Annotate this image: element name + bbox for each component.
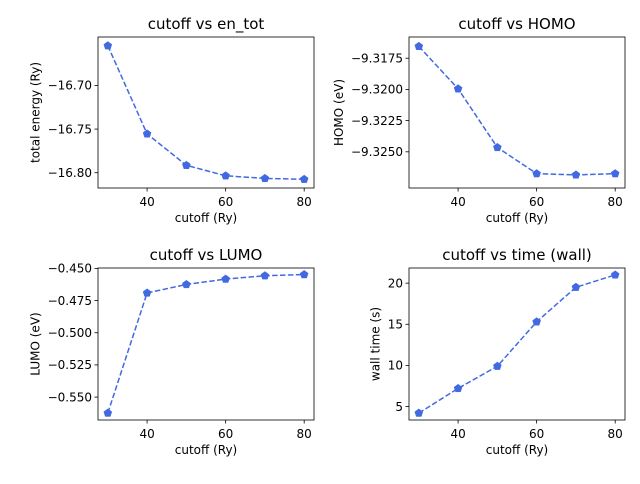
energy-y-tick-label: −16.70 bbox=[48, 79, 92, 93]
homo-series-line bbox=[418, 45, 616, 176]
lumo-x-axis-label: cutoff (Ry) bbox=[175, 443, 237, 457]
walltime-y-tick-label: 20 bbox=[388, 276, 403, 290]
energy-x-tick-label: 40 bbox=[139, 195, 154, 209]
energy-y-tick-label: −16.75 bbox=[48, 122, 92, 136]
walltime-data-point bbox=[532, 317, 541, 326]
lumo-data-point bbox=[142, 288, 152, 297]
walltime-data-point bbox=[610, 270, 620, 279]
homo-chart: cutoff vs HOMO 40 60 80 −9.3175 −9.3200 −9.322… bbox=[332, 15, 626, 225]
energy-x-tick-label: 80 bbox=[297, 195, 312, 209]
energy-plot-frame bbox=[97, 36, 315, 189]
walltime-y-tick-label: 15 bbox=[388, 318, 403, 332]
lumo-y-tick-label: −0.500 bbox=[48, 326, 92, 340]
homo-data-point bbox=[493, 142, 502, 152]
energy-data-point bbox=[103, 41, 113, 50]
walltime-data-point bbox=[493, 361, 502, 370]
walltime-y-tick-label: 10 bbox=[388, 359, 403, 373]
walltime-data-point bbox=[453, 383, 463, 393]
energy-data-point bbox=[221, 171, 230, 180]
homo-x-tick-label: 60 bbox=[529, 195, 544, 209]
energy-chart: cutoff vs en_tot 40 60 80 −16.70 −16.75 −16.80… bbox=[29, 15, 315, 225]
lumo-chart-title: cutoff vs LUMO bbox=[150, 246, 263, 264]
lumo-x-tick-label: 80 bbox=[297, 427, 312, 441]
homo-y-tick-label: −9.3250 bbox=[351, 145, 403, 159]
homo-y-tick-label: −9.3200 bbox=[351, 83, 403, 97]
walltime-y-tick-label: 5 bbox=[395, 400, 403, 414]
walltime-data-point bbox=[414, 408, 424, 417]
walltime-x-tick-label: 80 bbox=[608, 427, 623, 441]
energy-y-axis-label: total energy (Ry) bbox=[29, 62, 43, 163]
homo-data-point bbox=[610, 169, 620, 178]
walltime-data-point bbox=[571, 282, 581, 291]
walltime-chart-title: cutoff vs time (wall) bbox=[442, 246, 592, 264]
lumo-plot-frame bbox=[97, 267, 315, 421]
homo-data-point bbox=[571, 170, 581, 179]
homo-y-tick-label: −9.3175 bbox=[351, 52, 403, 66]
homo-y-axis-label: HOMO (eV) bbox=[332, 79, 346, 146]
walltime-plot-frame bbox=[408, 267, 626, 421]
lumo-x-tick-label: 40 bbox=[139, 427, 154, 441]
lumo-data-point bbox=[299, 270, 309, 279]
energy-data-point bbox=[142, 129, 152, 138]
lumo-y-tick-label: −0.475 bbox=[48, 294, 92, 308]
lumo-y-axis-label: LUMO (eV) bbox=[29, 312, 43, 375]
lumo-y-tick-label: −0.550 bbox=[48, 390, 92, 404]
energy-data-point bbox=[299, 174, 309, 183]
homo-y-tick-label: −9.3225 bbox=[351, 114, 403, 128]
walltime-x-tick-label: 40 bbox=[450, 427, 465, 441]
lumo-data-point bbox=[260, 271, 270, 280]
lumo-y-tick-label: −0.525 bbox=[48, 358, 92, 372]
lumo-data-point bbox=[182, 279, 191, 289]
homo-plot-frame bbox=[408, 36, 626, 189]
homo-data-point bbox=[414, 41, 424, 51]
lumo-data-point bbox=[221, 274, 230, 283]
energy-y-tick-label: −16.80 bbox=[48, 166, 92, 180]
walltime-y-axis-label: wall time (s) bbox=[369, 307, 383, 381]
lumo-y-tick-label: −0.450 bbox=[48, 262, 92, 276]
energy-x-axis-label: cutoff (Ry) bbox=[175, 211, 237, 225]
lumo-series-line bbox=[107, 273, 305, 414]
homo-x-tick-label: 80 bbox=[608, 195, 623, 209]
walltime-x-tick-label: 60 bbox=[529, 427, 544, 441]
energy-data-point bbox=[182, 160, 191, 169]
homo-chart-title: cutoff vs HOMO bbox=[458, 15, 575, 33]
walltime-x-axis-label: cutoff (Ry) bbox=[486, 443, 548, 457]
energy-data-point bbox=[260, 173, 270, 183]
walltime-chart: cutoff vs time (wall) 40 60 80 5 10 15 20 cutoff… bbox=[369, 246, 626, 457]
homo-data-point bbox=[532, 169, 541, 178]
homo-data-point bbox=[453, 84, 463, 93]
lumo-chart: cutoff vs LUMO 40 60 80 −0.450 −0.475 −0.500 −0… bbox=[29, 246, 315, 457]
energy-chart-title: cutoff vs en_tot bbox=[148, 15, 265, 34]
energy-x-tick-label: 60 bbox=[218, 195, 233, 209]
homo-x-axis-label: cutoff (Ry) bbox=[486, 211, 548, 225]
walltime-series-line bbox=[418, 274, 616, 414]
lumo-data-point bbox=[103, 408, 113, 417]
energy-series-line bbox=[107, 45, 305, 181]
homo-x-tick-label: 40 bbox=[450, 195, 465, 209]
lumo-x-tick-label: 60 bbox=[218, 427, 233, 441]
